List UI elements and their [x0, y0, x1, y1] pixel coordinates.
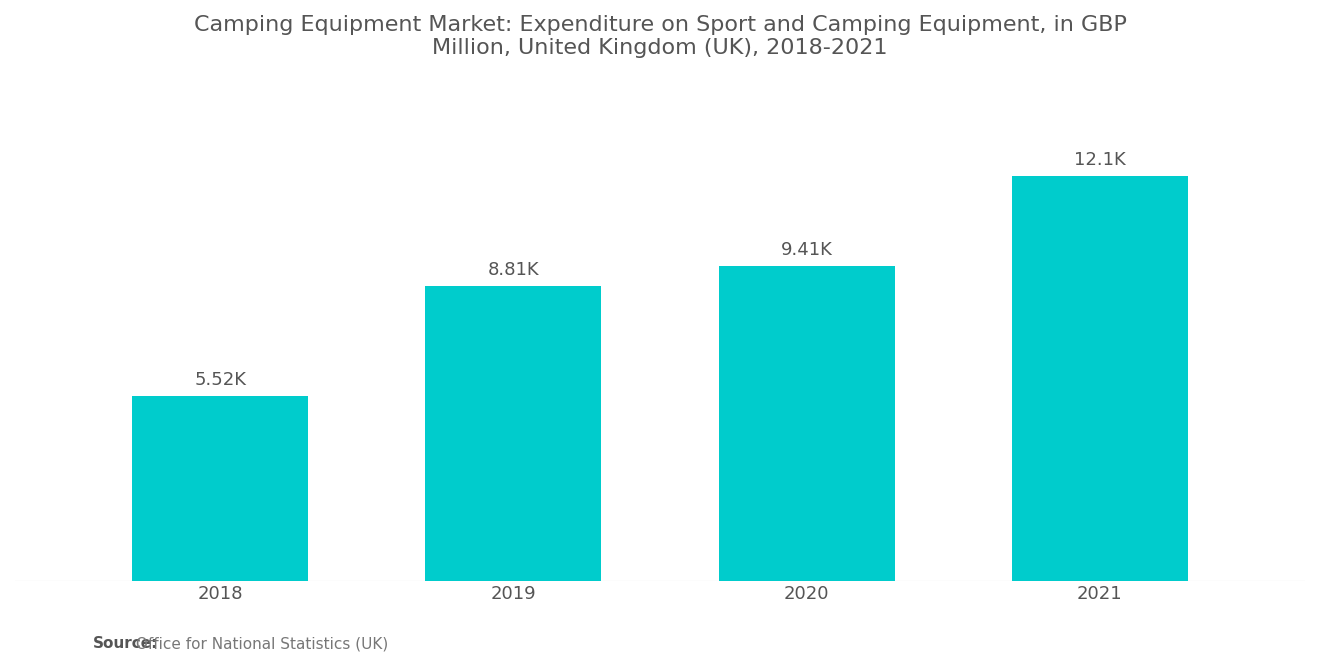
Text: Office for National Statistics (UK): Office for National Statistics (UK)	[92, 636, 388, 652]
Text: 5.52K: 5.52K	[194, 371, 247, 390]
Text: 8.81K: 8.81K	[487, 261, 540, 279]
Bar	[1012, 176, 1188, 581]
Bar	[425, 286, 602, 581]
Bar	[718, 266, 895, 581]
Text: Source:: Source:	[92, 636, 158, 652]
Text: 12.1K: 12.1K	[1074, 152, 1126, 170]
Text: 9.41K: 9.41K	[780, 241, 833, 259]
Title: Camping Equipment Market: Expenditure on Sport and Camping Equipment, in GBP
Mil: Camping Equipment Market: Expenditure on…	[194, 15, 1126, 59]
Bar	[132, 396, 308, 581]
